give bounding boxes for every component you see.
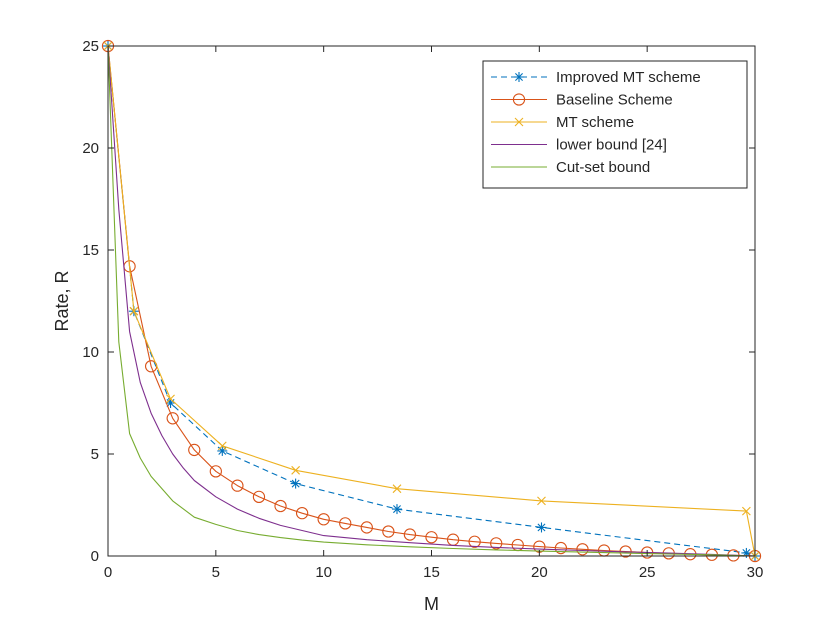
data-point-mt-scheme — [129, 306, 139, 316]
data-point-baseline-scheme — [554, 541, 568, 555]
data-point-baseline-scheme — [360, 521, 373, 534]
data-point-improved-mt-scheme — [536, 522, 547, 533]
legend-marker — [512, 93, 526, 106]
x-tick-label: 30 — [747, 564, 764, 581]
data-point-baseline-scheme — [252, 490, 266, 503]
y-tick-label: 0 — [91, 548, 99, 565]
y-tick-label: 10 — [82, 344, 99, 361]
data-point-mt-scheme — [741, 506, 751, 516]
y-tick-label: 15 — [82, 242, 99, 259]
data-point-baseline-scheme — [576, 543, 589, 556]
data-point-baseline-scheme — [490, 537, 503, 550]
legend-label: Cut-set bound — [556, 159, 650, 176]
series-lower-bound-24 — [107, 45, 756, 557]
data-point-baseline-scheme — [339, 517, 352, 530]
legend-marker — [514, 117, 524, 127]
y-axis-label: Rate, R — [52, 270, 72, 331]
data-point-mt-scheme — [166, 394, 175, 404]
legend-entry-baseline-scheme: Baseline Scheme — [491, 92, 673, 109]
x-tick-label: 15 — [423, 564, 440, 581]
x-tick-label: 20 — [531, 564, 548, 581]
legend-label: Baseline Scheme — [556, 92, 673, 109]
x-tick-label: 10 — [315, 564, 332, 581]
series-line — [107, 45, 756, 557]
series-improved-mt-scheme — [103, 41, 760, 561]
y-tick-label: 5 — [91, 446, 99, 463]
series-mt-scheme — [103, 41, 760, 561]
legend-entry-cut-set-bound: Cut-set bound — [491, 159, 650, 176]
data-point-baseline-scheme — [166, 412, 179, 425]
tick-layer: 0 5 10 15 20 25 30 0 5 10 15 20 25 — [82, 38, 763, 581]
legend-label: lower bound [24] — [556, 137, 667, 154]
data-point-mt-scheme — [537, 496, 546, 506]
x-tick-label: 25 — [639, 564, 656, 581]
data-point-baseline-scheme — [425, 531, 438, 544]
legend-label: MT scheme — [556, 114, 634, 131]
series-cut-set-bound — [107, 45, 756, 557]
data-point-baseline-scheme — [295, 507, 309, 520]
data-point-improved-mt-scheme — [391, 504, 402, 515]
data-point-baseline-scheme — [188, 443, 201, 457]
x-axis-label: M — [424, 594, 439, 614]
data-point-improved-mt-scheme — [290, 478, 301, 489]
data-point-baseline-scheme — [382, 525, 395, 538]
data-point-mt-scheme — [217, 441, 227, 451]
legend-entry-lower-bound: lower bound [24] — [491, 137, 667, 154]
data-point-baseline-scheme — [209, 465, 222, 478]
y-tick-label: 25 — [82, 38, 99, 55]
legend-entry-mt-scheme: MT scheme — [491, 114, 634, 131]
data-point-baseline-scheme — [274, 499, 287, 513]
data-point-baseline-scheme — [468, 535, 481, 548]
legend-marker — [514, 72, 524, 82]
legend-label: Improved MT scheme — [556, 69, 701, 86]
x-tick-label: 0 — [104, 564, 112, 581]
data-point-baseline-scheme — [403, 528, 417, 541]
data-point-baseline-scheme — [231, 479, 244, 492]
data-point-mt-scheme — [291, 465, 301, 475]
legend-entry-improved-mt-scheme: Improved MT scheme — [491, 69, 701, 86]
x-tick-label: 5 — [212, 564, 220, 581]
series-line — [107, 45, 756, 557]
data-point-baseline-scheme — [317, 513, 330, 526]
data-point-mt-scheme — [392, 484, 402, 494]
legend: Improved MT scheme Baseline Scheme MT sc… — [482, 60, 748, 189]
series-line — [107, 45, 756, 557]
y-tick-label: 20 — [82, 140, 99, 157]
